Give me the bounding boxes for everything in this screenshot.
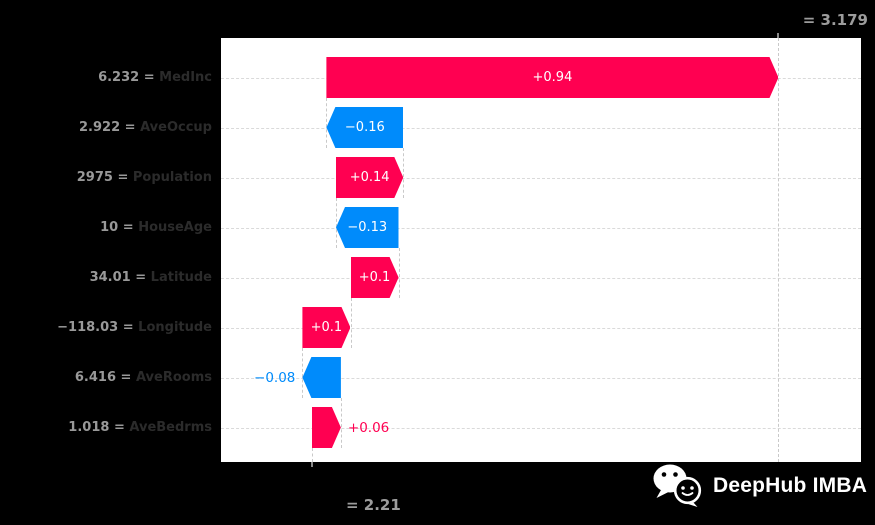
feature-value-text: −118.03 = bbox=[57, 319, 139, 335]
shap-bar-averooms bbox=[302, 357, 341, 398]
feature-tick-label: 6.416 = AveRooms bbox=[0, 368, 212, 388]
bar-connector-line bbox=[340, 398, 342, 448]
shap-bar-latitude bbox=[351, 257, 399, 298]
feature-name-text: AveBedrms bbox=[129, 419, 212, 435]
feature-value-text: 1.018 = bbox=[68, 419, 130, 435]
gridline bbox=[221, 377, 861, 379]
feature-tick-label: 2.922 = AveOccup bbox=[0, 118, 212, 138]
base-axis-tick bbox=[311, 462, 313, 467]
feature-tick-label: 10 = HouseAge bbox=[0, 218, 212, 238]
plot-area: +0.94 −0.16 +0.14 −0.13 +0.1 +0.1 −0.08 +0.06 bbox=[221, 38, 861, 462]
bar-connector-line bbox=[326, 98, 328, 148]
watermark: DeepHub IMBA bbox=[652, 463, 867, 509]
feature-value-text: 34.01 = bbox=[89, 269, 151, 285]
fx-reference-line bbox=[778, 38, 779, 462]
feature-name-text: Population bbox=[132, 169, 212, 185]
feature-value-text: 6.232 = bbox=[98, 69, 160, 85]
feature-tick-label: −118.03 = Longitude bbox=[0, 318, 212, 338]
feature-name-text: Latitude bbox=[150, 269, 212, 285]
shap-bar-houseage bbox=[336, 207, 399, 248]
feature-name-text: AveRooms bbox=[135, 369, 212, 385]
base-value-label: = 2.21 bbox=[346, 496, 401, 514]
feature-tick-label: 2975 = Population bbox=[0, 168, 212, 188]
wechat-icon bbox=[653, 464, 702, 507]
bar-connector-line bbox=[336, 198, 337, 248]
gridline bbox=[221, 427, 861, 429]
gridline bbox=[221, 327, 861, 329]
bar-connector-line bbox=[403, 148, 405, 198]
feature-value-text: 10 = bbox=[100, 219, 139, 235]
shap-bar-avebedrms bbox=[312, 407, 341, 448]
bar-connector-line bbox=[350, 298, 352, 348]
fx-value-label: = 3.179 bbox=[802, 11, 868, 29]
gridline bbox=[221, 277, 861, 279]
feature-tick-label: 6.232 = MedInc bbox=[0, 68, 212, 88]
gridline bbox=[221, 127, 861, 129]
feature-value-text: 2.922 = bbox=[79, 119, 141, 135]
shap-bar-aveoccup bbox=[326, 107, 404, 148]
feature-name-text: MedInc bbox=[159, 69, 212, 85]
shap-bar-longitude bbox=[302, 307, 350, 348]
bar-connector-line bbox=[302, 348, 304, 398]
shap-bar-medinc bbox=[326, 57, 778, 98]
bar-connector-line bbox=[398, 248, 400, 298]
watermark-text: DeepHub IMBA bbox=[713, 474, 868, 497]
feature-name-text: AveOccup bbox=[140, 119, 212, 135]
gridline bbox=[221, 227, 861, 229]
fx-axis-tick bbox=[777, 33, 779, 38]
gridline bbox=[221, 177, 861, 179]
feature-name-text: HouseAge bbox=[138, 219, 212, 235]
base-reference-line bbox=[312, 448, 313, 462]
feature-tick-label: 34.01 = Latitude bbox=[0, 268, 212, 288]
feature-tick-label: 1.018 = AveBedrms bbox=[0, 418, 212, 438]
shap-bar-population bbox=[336, 157, 403, 198]
feature-name-text: Longitude bbox=[138, 319, 212, 335]
feature-value-text: 2975 = bbox=[76, 169, 133, 185]
feature-value-text: 6.416 = bbox=[74, 369, 136, 385]
